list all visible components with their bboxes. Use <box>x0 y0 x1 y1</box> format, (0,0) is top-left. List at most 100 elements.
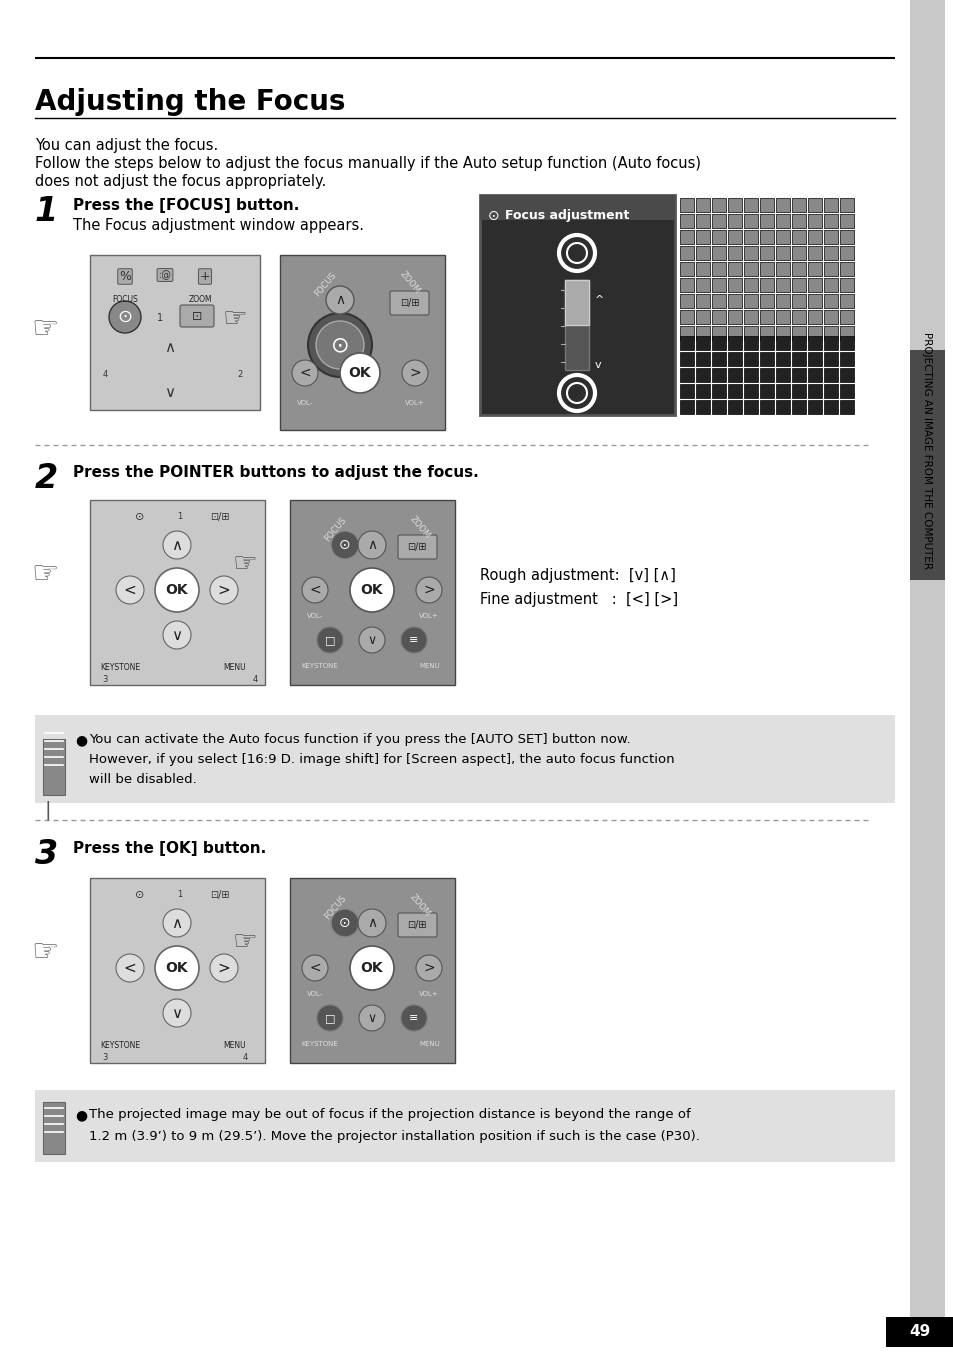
Bar <box>840 230 853 243</box>
Bar <box>727 230 741 243</box>
Bar <box>760 214 773 228</box>
Bar <box>711 310 725 324</box>
Bar <box>760 326 773 339</box>
Text: □: □ <box>324 1013 335 1023</box>
Bar <box>727 368 741 383</box>
Circle shape <box>210 576 237 604</box>
Bar <box>743 400 758 414</box>
Text: You can activate the Auto focus function if you press the [AUTO SET] button now.: You can activate the Auto focus function… <box>89 733 630 746</box>
Text: 4: 4 <box>253 675 257 684</box>
Bar <box>760 293 773 308</box>
Circle shape <box>339 353 379 393</box>
Bar <box>760 262 773 276</box>
Text: >: > <box>217 960 230 976</box>
Bar <box>823 279 837 292</box>
Bar <box>807 368 821 383</box>
Bar <box>823 326 837 339</box>
Bar <box>807 326 821 339</box>
Text: VOL+: VOL+ <box>405 400 424 406</box>
Text: ☞: ☞ <box>233 550 257 579</box>
Bar <box>775 337 789 350</box>
Bar <box>775 368 789 383</box>
Text: <: < <box>124 583 136 598</box>
Text: <: < <box>309 961 320 975</box>
Circle shape <box>401 360 428 387</box>
Bar <box>696 230 709 243</box>
Text: <: < <box>124 960 136 976</box>
Text: <: < <box>309 583 320 598</box>
Text: 2: 2 <box>35 462 58 495</box>
Bar <box>743 293 758 308</box>
Text: ∨: ∨ <box>164 385 175 400</box>
Bar <box>775 279 789 292</box>
Circle shape <box>358 627 385 653</box>
Text: :@: :@ <box>158 270 172 280</box>
Bar <box>696 352 709 366</box>
Text: 49: 49 <box>908 1325 929 1340</box>
Text: 1: 1 <box>177 890 182 899</box>
Bar <box>679 214 693 228</box>
Bar <box>791 197 805 212</box>
Circle shape <box>358 1005 385 1032</box>
Bar <box>807 293 821 308</box>
Bar <box>696 197 709 212</box>
Bar <box>743 326 758 339</box>
Bar <box>791 230 805 243</box>
Bar <box>696 246 709 260</box>
Bar <box>840 400 853 414</box>
Text: VOL+: VOL+ <box>418 991 438 996</box>
Text: ZOOM: ZOOM <box>397 270 421 296</box>
Bar <box>696 214 709 228</box>
Bar <box>564 280 588 324</box>
FancyBboxPatch shape <box>180 306 213 327</box>
Text: ☞: ☞ <box>31 938 59 967</box>
Text: will be disabled.: will be disabled. <box>89 773 196 786</box>
Bar <box>823 310 837 324</box>
FancyBboxPatch shape <box>397 913 436 937</box>
Bar <box>727 279 741 292</box>
Text: ∧: ∧ <box>172 915 182 930</box>
Bar <box>840 246 853 260</box>
Text: VOL-: VOL- <box>307 991 323 996</box>
Bar <box>775 384 789 397</box>
Bar <box>90 256 260 410</box>
Bar <box>679 352 693 366</box>
Bar <box>679 246 693 260</box>
Text: ZOOM: ZOOM <box>408 515 432 541</box>
Bar <box>679 368 693 383</box>
Bar <box>840 214 853 228</box>
Bar <box>807 246 821 260</box>
Bar <box>909 350 944 580</box>
Bar <box>807 337 821 350</box>
Bar <box>823 368 837 383</box>
Bar <box>840 310 853 324</box>
Bar <box>727 197 741 212</box>
Circle shape <box>326 287 354 314</box>
Bar <box>679 279 693 292</box>
Bar <box>696 293 709 308</box>
Bar <box>696 326 709 339</box>
Text: >: > <box>409 366 420 380</box>
Bar <box>696 262 709 276</box>
Bar <box>679 310 693 324</box>
Bar <box>696 400 709 414</box>
Circle shape <box>350 946 394 990</box>
Text: ⊙: ⊙ <box>117 308 132 326</box>
Text: >: > <box>217 583 230 598</box>
Text: FOCUS: FOCUS <box>112 295 138 304</box>
Text: FOCUS: FOCUS <box>312 270 337 297</box>
Bar <box>760 230 773 243</box>
Bar <box>840 368 853 383</box>
Bar <box>679 384 693 397</box>
Text: 1.2 m (3.9’) to 9 m (29.5’). Move the projector installation position if such is: 1.2 m (3.9’) to 9 m (29.5’). Move the pr… <box>89 1130 700 1142</box>
Bar <box>823 214 837 228</box>
Bar <box>711 352 725 366</box>
Bar <box>791 368 805 383</box>
Circle shape <box>302 577 328 603</box>
Text: ●: ● <box>75 1109 87 1122</box>
Text: ☞: ☞ <box>31 560 59 589</box>
Bar <box>807 279 821 292</box>
Text: <: < <box>299 366 311 380</box>
Bar <box>727 384 741 397</box>
Bar <box>909 0 944 1332</box>
